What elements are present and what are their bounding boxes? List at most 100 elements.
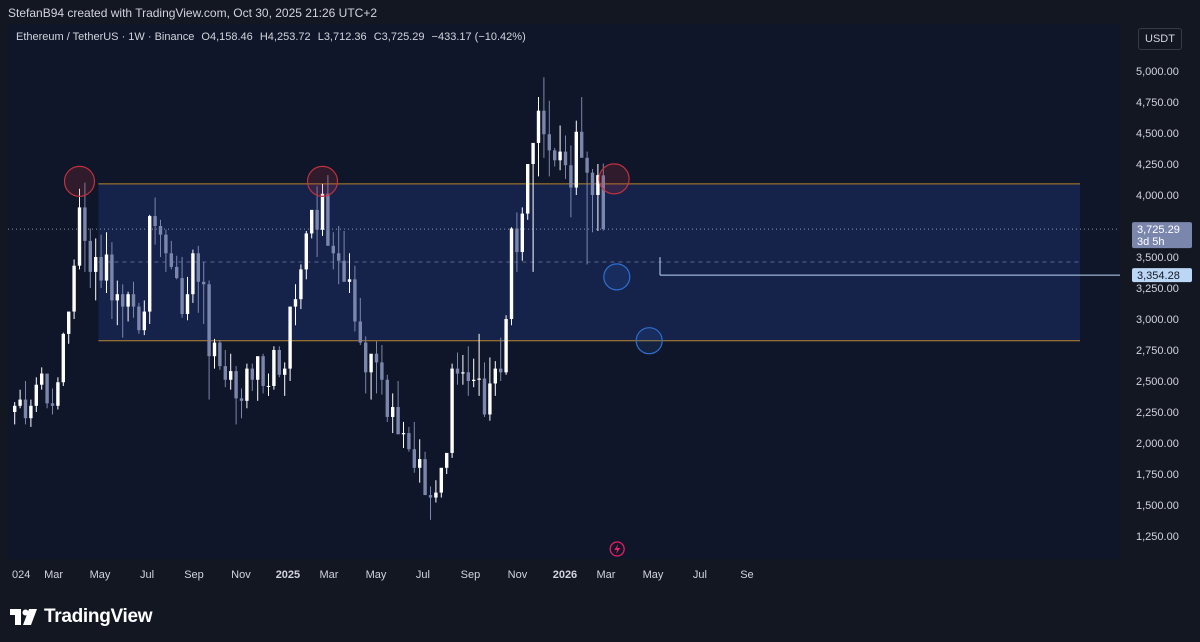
candle-body[interactable]: [547, 134, 551, 151]
candle-body[interactable]: [504, 319, 508, 373]
candle-body[interactable]: [180, 278, 184, 315]
candle-body[interactable]: [72, 265, 76, 312]
candle-body[interactable]: [499, 368, 503, 373]
candle-body[interactable]: [266, 385, 271, 387]
candle-body[interactable]: [104, 254, 109, 281]
candle-body[interactable]: [531, 142, 535, 164]
candle-body[interactable]: [261, 356, 265, 386]
candle-body[interactable]: [385, 379, 389, 417]
candle-body[interactable]: [67, 311, 71, 334]
candle-body[interactable]: [418, 459, 422, 468]
candle-body[interactable]: [131, 294, 136, 307]
candle-body[interactable]: [407, 433, 411, 450]
candle-body[interactable]: [315, 209, 319, 230]
candle-body[interactable]: [77, 207, 82, 266]
candle-body[interactable]: [304, 233, 308, 270]
candle-body[interactable]: [207, 284, 211, 357]
candle-body[interactable]: [212, 342, 217, 357]
candle-body[interactable]: [45, 373, 49, 404]
candle-body[interactable]: [223, 366, 227, 380]
candle-body[interactable]: [574, 131, 578, 188]
candle-body[interactable]: [115, 294, 119, 301]
candle-body[interactable]: [358, 321, 362, 343]
candle-body[interactable]: [137, 306, 141, 331]
candle-body[interactable]: [175, 266, 179, 279]
candle-body[interactable]: [34, 384, 38, 406]
time-axis[interactable]: [8, 559, 1192, 590]
candle-body[interactable]: [369, 353, 373, 373]
symbol-title[interactable]: Ethereum / TetherUS · 1W · Binance: [16, 31, 195, 43]
candle-body[interactable]: [536, 110, 541, 143]
candle-body[interactable]: [526, 164, 530, 214]
candle-body[interactable]: [110, 254, 114, 301]
red-circle-marker[interactable]: [306, 165, 339, 197]
candle-body[interactable]: [326, 193, 330, 246]
candle-body[interactable]: [229, 371, 233, 380]
candle-body[interactable]: [61, 333, 65, 383]
candle-body[interactable]: [509, 228, 514, 319]
candle-body[interactable]: [445, 452, 449, 468]
candle-body[interactable]: [18, 399, 22, 406]
candle-body[interactable]: [121, 294, 125, 307]
candle-body[interactable]: [391, 407, 395, 417]
candle-body[interactable]: [342, 260, 346, 282]
price-chart[interactable]: 5,000.00 4,750.00 4,500.00 4,250.00 4,000.00…: [8, 24, 1192, 590]
candle-body[interactable]: [320, 193, 325, 230]
candle-body[interactable]: [288, 306, 292, 369]
red-circle-marker[interactable]: [63, 165, 96, 197]
candle-body[interactable]: [380, 362, 384, 380]
candle-body[interactable]: [542, 110, 546, 135]
candle-body[interactable]: [401, 433, 406, 435]
candle-body[interactable]: [23, 399, 28, 419]
candle-body[interactable]: [396, 407, 400, 435]
candle-body[interactable]: [520, 213, 524, 253]
candle-body[interactable]: [450, 368, 454, 453]
candle-body[interactable]: [553, 150, 557, 161]
candle-body[interactable]: [364, 342, 368, 373]
candle-body[interactable]: [310, 209, 314, 234]
red-circle-marker[interactable]: [598, 163, 630, 195]
candle-body[interactable]: [337, 253, 341, 261]
candle-body[interactable]: [245, 368, 249, 401]
candle-body[interactable]: [158, 226, 163, 235]
candle-body[interactable]: [29, 405, 33, 419]
candle-body[interactable]: [256, 356, 260, 380]
candle-body[interactable]: [277, 350, 281, 375]
candle-body[interactable]: [94, 257, 98, 272]
candle-body[interactable]: [88, 240, 92, 272]
candle-body[interactable]: [412, 449, 416, 468]
candle-body[interactable]: [558, 151, 562, 161]
candle-body[interactable]: [56, 382, 60, 406]
candle-body[interactable]: [477, 378, 481, 380]
candle-body[interactable]: [164, 234, 168, 254]
candle-body[interactable]: [472, 379, 476, 381]
candle-body[interactable]: [423, 459, 427, 496]
candle-body[interactable]: [563, 151, 568, 166]
candle-body[interactable]: [239, 398, 244, 401]
currency-button[interactable]: USDT: [1138, 28, 1182, 50]
candle-body[interactable]: [169, 253, 173, 267]
candle-body[interactable]: [601, 175, 605, 230]
candle-body[interactable]: [283, 368, 287, 375]
candle-body[interactable]: [493, 368, 497, 384]
candle-body[interactable]: [250, 368, 254, 380]
candle-body[interactable]: [40, 373, 44, 385]
candle-body[interactable]: [488, 383, 492, 415]
blue-circle-marker[interactable]: [603, 263, 631, 291]
candle-body[interactable]: [461, 372, 465, 374]
event-icon[interactable]: [609, 541, 625, 557]
candle-body[interactable]: [590, 172, 595, 195]
candle-body[interactable]: [482, 378, 487, 415]
candle-body[interactable]: [585, 157, 589, 173]
candle-body[interactable]: [99, 257, 103, 281]
candle-body[interactable]: [126, 294, 130, 307]
candle-body[interactable]: [596, 175, 600, 195]
candle-body[interactable]: [466, 372, 470, 381]
candle-body[interactable]: [331, 245, 335, 254]
candle-body[interactable]: [218, 342, 222, 367]
candle-body[interactable]: [234, 371, 238, 399]
candle-body[interactable]: [191, 253, 195, 295]
candle-body[interactable]: [13, 405, 17, 412]
candle-body[interactable]: [299, 269, 303, 300]
candle-body[interactable]: [455, 368, 460, 374]
